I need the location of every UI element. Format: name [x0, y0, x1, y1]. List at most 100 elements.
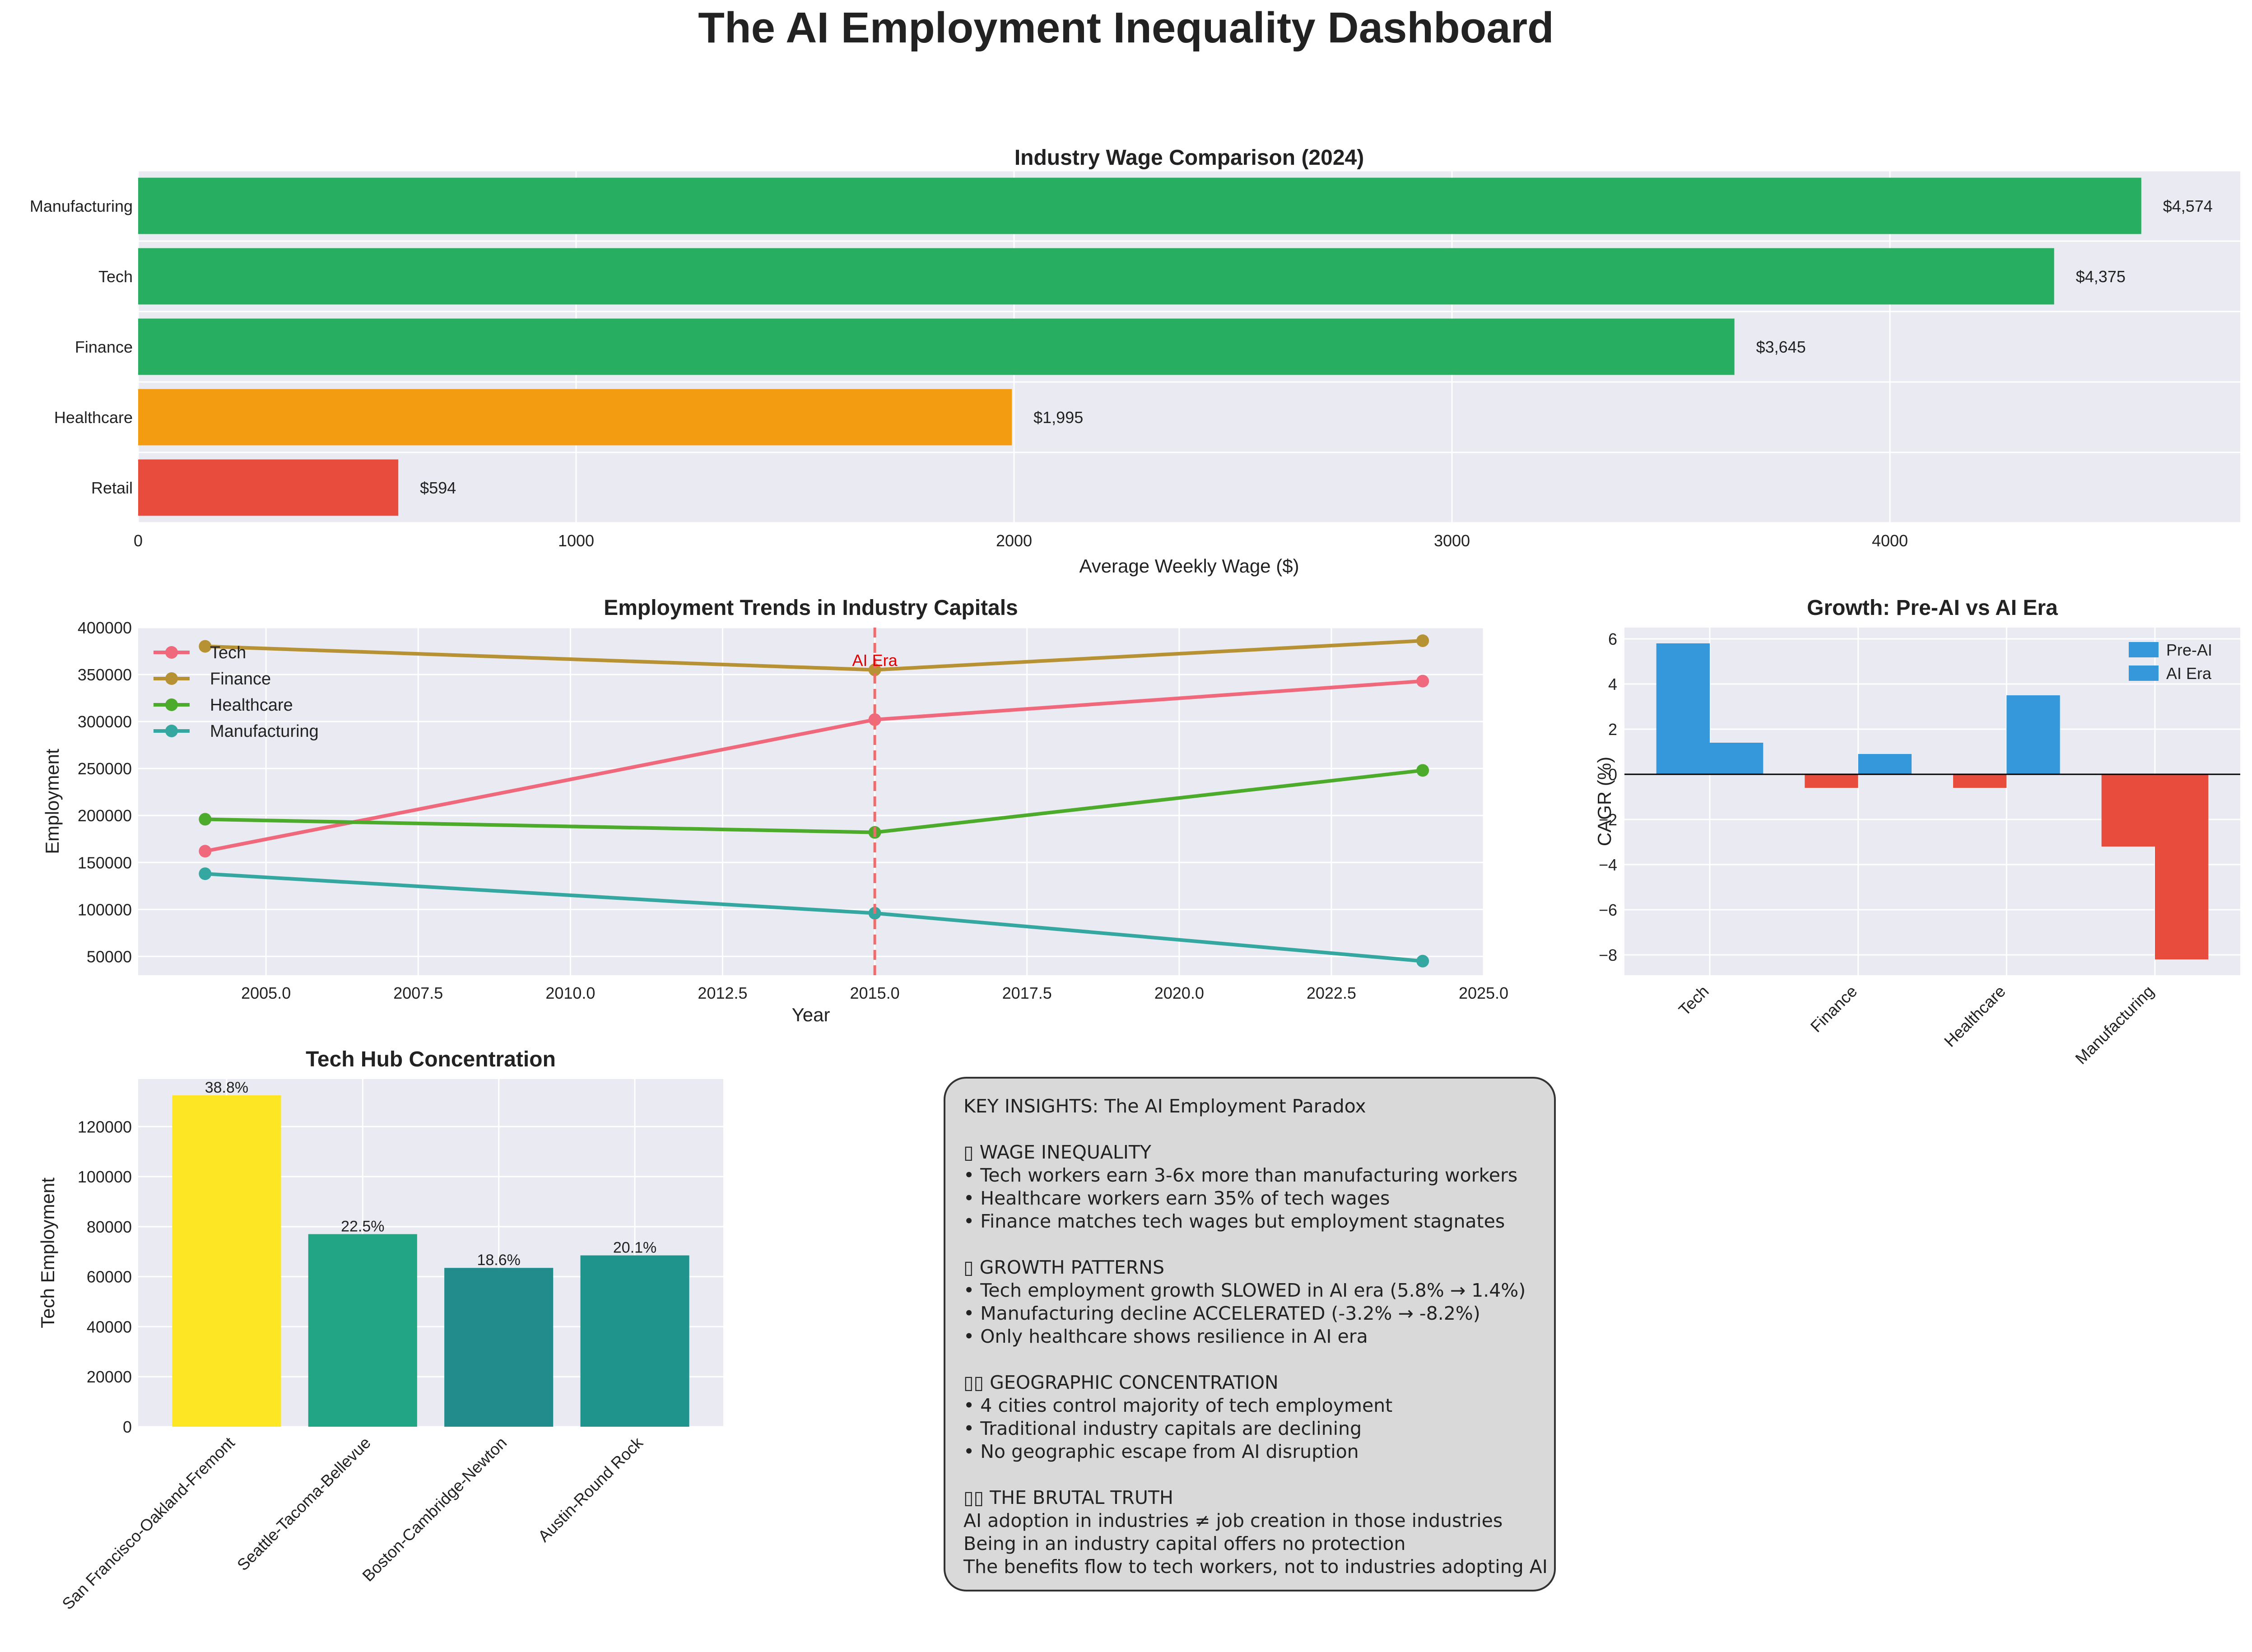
- wage-x-tick-label: 4000: [1872, 531, 1908, 550]
- wage-value-label: $4,574: [2163, 197, 2213, 215]
- insight-line: Being in an industry capital offers no p…: [963, 1533, 1406, 1554]
- trends-data-point: [1416, 675, 1429, 688]
- wage-y-tick-label: Retail: [91, 479, 133, 497]
- trends-x-axis-label: Year: [792, 1004, 830, 1025]
- wage-bar: [138, 318, 1735, 375]
- wage-value-label: $4,375: [2076, 267, 2126, 286]
- hubs-bar: [580, 1255, 689, 1427]
- insight-line: • Tech workers earn 3-6x more than manuf…: [963, 1164, 1518, 1186]
- hubs-y-tick-label: 20000: [87, 1368, 132, 1386]
- wage-x-axis-label: Average Weekly Wage ($): [1079, 555, 1299, 577]
- wage-y-tick-label: Tech: [98, 267, 133, 286]
- growth-x-tick-label: Healthcare: [1940, 982, 2009, 1051]
- insight-line: [963, 1233, 1536, 1256]
- insight-line: KEY INSIGHTS: The AI Employment Paradox: [963, 1095, 1366, 1117]
- trends-plot-area: [138, 628, 1484, 975]
- wage-y-tick-label: Finance: [75, 338, 133, 356]
- trends-y-tick-label: 250000: [78, 759, 132, 778]
- insight-line: ▯ GROWTH PATTERNS: [963, 1256, 1164, 1278]
- wage-bar: [138, 389, 1012, 446]
- insight-line: • Only healthcare shows resilience in AI…: [963, 1326, 1368, 1347]
- wage-value-label: $1,995: [1033, 408, 1083, 427]
- hubs-bar: [444, 1268, 554, 1427]
- growth-bar: [2155, 774, 2209, 959]
- wage-chart-title: Industry Wage Comparison (2024): [1014, 146, 1364, 170]
- growth-y-tick-label: −4: [1599, 856, 1617, 874]
- trends-y-axis-label: Employment: [42, 749, 63, 854]
- insight-line: AI adoption in industries ≠ job creation…: [963, 1510, 1503, 1531]
- hubs-value-label: 18.6%: [477, 1252, 520, 1269]
- trends-y-tick-label: 300000: [78, 712, 132, 731]
- trends-legend-marker: [165, 698, 178, 711]
- wage-y-tick-label: Healthcare: [54, 408, 133, 427]
- trends-y-tick-label: 350000: [78, 665, 132, 684]
- trends-x-tick-label: 2005.0: [241, 984, 291, 1002]
- growth-y-tick-label: 2: [1608, 720, 1617, 739]
- growth-y-tick-label: −6: [1599, 901, 1617, 919]
- growth-x-tick-label: Tech: [1675, 982, 1712, 1019]
- growth-x-tick-label: Finance: [1807, 982, 1861, 1036]
- growth-bar: [1656, 643, 1710, 774]
- trends-x-tick-label: 2017.5: [1002, 984, 1052, 1002]
- dashboard-title: The AI Employment Inequality Dashboard: [698, 4, 1554, 52]
- growth-bar: [1953, 774, 2007, 788]
- trends-chart: 2005.0 2007.5 2010.0 2012.5 2015.0 2017.5 2020…: [42, 596, 1508, 1025]
- wage-bar: [138, 459, 399, 516]
- hubs-y-tick-label: 60000: [87, 1268, 132, 1286]
- wage-bar: [138, 177, 2141, 234]
- trends-data-point: [199, 813, 212, 826]
- growth-y-tick-label: −2: [1599, 810, 1617, 829]
- growth-bar: [2006, 695, 2060, 774]
- growth-legend-label: AI Era: [2166, 664, 2212, 683]
- insight-line: [963, 1348, 1536, 1371]
- insight-line: [963, 1463, 1536, 1486]
- trends-legend-label: Finance: [210, 670, 271, 689]
- hubs-x-tick-label: Boston-Cambridge-Newton: [358, 1433, 510, 1585]
- hubs-x-tick-label: San Francisco-Oakland-Fremont: [58, 1433, 238, 1613]
- insight-line: ▯▯ GEOGRAPHIC CONCENTRATION: [963, 1372, 1279, 1393]
- hubs-x-tick-label: Austin-Round Rock: [534, 1433, 647, 1545]
- trends-legend-label: Healthcare: [210, 696, 293, 715]
- hubs-chart-title: Tech Hub Concentration: [306, 1047, 556, 1071]
- trends-legend-label: Manufacturing: [210, 722, 319, 741]
- hubs-value-label: 38.8%: [205, 1079, 248, 1096]
- hubs-x-tick-label: Seattle-Tacoma-Bellevue: [233, 1433, 374, 1574]
- trends-y-tick-label: 400000: [78, 619, 132, 637]
- insight-line: • Healthcare workers earn 35% of tech wa…: [963, 1187, 1390, 1209]
- trends-x-tick-label: 2012.5: [698, 984, 747, 1002]
- insight-line: ▯▯ THE BRUTAL TRUTH: [963, 1487, 1173, 1508]
- trends-data-point: [199, 640, 212, 653]
- insight-line: [963, 1118, 1536, 1141]
- trends-x-tick-label: 2015.0: [850, 984, 900, 1002]
- wage-value-label: $3,645: [1756, 338, 1806, 356]
- wage-x-tick-label: 1000: [558, 531, 594, 550]
- trends-y-tick-label: 100000: [78, 900, 132, 919]
- growth-y-tick-label: 4: [1608, 675, 1617, 693]
- hubs-y-axis-label: Tech Employment: [37, 1177, 58, 1328]
- trends-legend-marker: [165, 672, 178, 685]
- trends-x-tick-label: 2007.5: [393, 984, 443, 1002]
- growth-bar: [1858, 754, 1912, 774]
- trends-legend-marker: [165, 725, 178, 737]
- growth-y-tick-label: 6: [1608, 630, 1617, 648]
- trends-legend-marker: [165, 646, 178, 659]
- wage-bar: [138, 248, 2054, 305]
- hubs-bar: [172, 1095, 281, 1427]
- insight-line: ▯ WAGE INEQUALITY: [963, 1141, 1151, 1163]
- hubs-chart: 0 20000 40000 60000 80000 100000 120000 38.8% Sa…: [37, 1047, 723, 1613]
- hubs-y-tick-label: 80000: [87, 1218, 132, 1236]
- insights-box: KEY INSIGHTS: The AI Employment Paradox ▯…: [944, 1077, 1556, 1592]
- trends-x-tick-label: 2025.0: [1459, 984, 1508, 1002]
- insight-line: • Tech employment growth SLOWED in AI er…: [963, 1280, 1526, 1301]
- trends-x-tick-label: 2010.0: [545, 984, 595, 1002]
- trends-y-tick-label: 150000: [78, 853, 132, 872]
- trends-y-tick-label: 200000: [78, 806, 132, 825]
- growth-bar: [2101, 774, 2155, 847]
- growth-bar: [1805, 774, 1858, 788]
- hubs-bar: [308, 1234, 417, 1427]
- insight-line: • Manufacturing decline ACCELERATED (-3.…: [963, 1303, 1480, 1324]
- growth-x-tick-label: Manufacturing: [2071, 982, 2157, 1068]
- trends-data-point: [199, 867, 212, 880]
- hubs-y-tick-label: 120000: [78, 1117, 132, 1136]
